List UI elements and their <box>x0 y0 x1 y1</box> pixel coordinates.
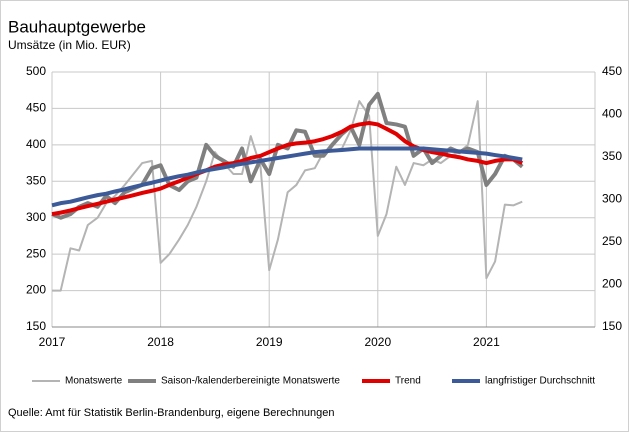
x-tick-label: 2020 <box>364 335 391 349</box>
y2-tick-label: 400 <box>602 107 622 121</box>
legend-label: Monatswerte <box>65 376 123 387</box>
x-tick-label: 2019 <box>256 335 283 349</box>
y2-tick-label: 250 <box>602 234 622 248</box>
series-line <box>52 100 523 292</box>
y2-tick-label: 450 <box>602 64 622 78</box>
y-tick-label: 350 <box>26 173 46 187</box>
y-tick-label: 200 <box>26 283 46 297</box>
y-tick-label: 450 <box>26 101 46 115</box>
y-tick-label: 400 <box>26 137 46 151</box>
chart-subtitle: Umsätze (in Mio. EUR) <box>8 38 131 52</box>
legend-label: langfristiger Durchschnitt <box>485 376 595 387</box>
y-tick-label: 300 <box>26 210 46 224</box>
legend-label: Saison-/kalenderbereinigte Monatswerte <box>161 376 340 387</box>
chart-title: Bauhauptgewerbe <box>8 17 146 36</box>
legend-label: Trend <box>395 376 421 387</box>
y2-tick-label: 150 <box>602 319 622 333</box>
series-line <box>51 146 523 208</box>
y-tick-label: 500 <box>26 64 46 78</box>
source: Quelle: Amt für Statistik Berlin-Branden… <box>8 407 335 419</box>
x-tick-label: 2018 <box>147 335 174 349</box>
y2-tick-label: 350 <box>602 149 622 163</box>
y2-tick-label: 300 <box>602 192 622 206</box>
series-line <box>51 121 524 217</box>
y-tick-label: 150 <box>26 319 46 333</box>
y2-tick-label: 200 <box>602 277 622 291</box>
x-tick-label: 2021 <box>473 335 500 349</box>
y-tick-label: 250 <box>26 246 46 260</box>
x-tick-label: 2017 <box>39 335 66 349</box>
